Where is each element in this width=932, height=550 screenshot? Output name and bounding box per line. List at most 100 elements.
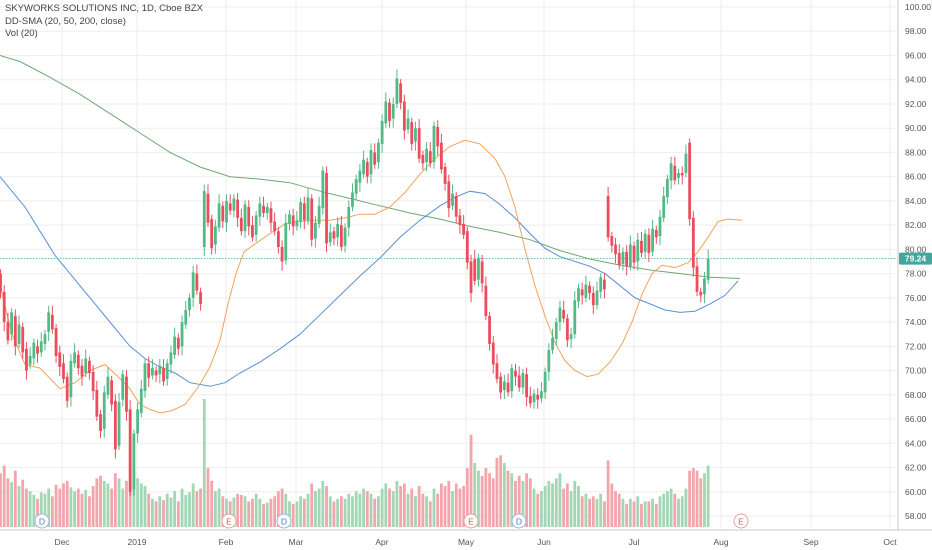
volume-bar — [65, 480, 69, 527]
volume-bar — [147, 493, 151, 527]
candle — [451, 184, 454, 210]
volume-bar — [291, 503, 295, 527]
symbol-title[interactable]: SKYWORKS SOLUTIONS INC, 1D, Cboe BZX — [5, 3, 203, 14]
candle — [554, 317, 558, 346]
candle — [91, 365, 95, 401]
volume-bar — [310, 483, 314, 527]
candle — [380, 114, 384, 154]
chart-legend: SKYWORKS SOLUTIONS INC, 1D, Cboe BZX DD-… — [5, 3, 203, 41]
candle-body — [554, 322, 558, 340]
candle-body — [669, 163, 673, 181]
candle — [254, 211, 258, 242]
price-axis[interactable]: 58.00 60.00 62.00 64.00 66.00 68.00 70.00 72.00… — [905, 2, 931, 521]
volume-bar — [491, 478, 495, 527]
time-axis[interactable]: Dec 2019 Feb Mar Apr May Jun Jul Aug Sep Oct — [54, 537, 897, 547]
candle-body — [477, 257, 480, 280]
candle-body — [617, 253, 621, 266]
volume-bar — [325, 486, 328, 527]
candle — [443, 162, 447, 191]
candle — [295, 211, 299, 231]
candle — [236, 193, 240, 227]
candle-body — [591, 293, 595, 306]
volume-bar — [39, 492, 43, 527]
volume-bar — [502, 463, 506, 527]
candle — [143, 359, 147, 398]
volume-bar — [514, 480, 517, 527]
volume-bar — [343, 498, 347, 527]
candle — [358, 163, 362, 192]
candle-body — [221, 205, 225, 222]
candle-body — [636, 239, 640, 262]
candle-body — [258, 203, 262, 217]
time-tick-label: Dec — [54, 537, 70, 547]
candle — [477, 253, 480, 287]
candle — [636, 233, 640, 271]
volume-bar — [551, 483, 554, 527]
volume-bar — [369, 493, 373, 527]
candle-body — [228, 203, 232, 211]
volume-bar — [273, 496, 277, 527]
volume-bar — [673, 493, 677, 527]
candle — [673, 156, 677, 185]
sma-indicator-label[interactable]: DD-SMA (20, 50, 200, close) — [5, 15, 126, 27]
candle — [377, 138, 380, 169]
volume-bar — [595, 498, 599, 527]
candle-body — [603, 279, 606, 290]
candle — [6, 313, 10, 345]
price-tick-label: 76.00 — [905, 293, 927, 303]
candle — [703, 271, 706, 304]
candle — [577, 283, 580, 309]
candle-body — [439, 142, 443, 170]
candle-body — [276, 231, 280, 247]
price-tick-label: 80.00 — [905, 244, 927, 254]
candle — [299, 197, 303, 229]
candle — [113, 394, 117, 459]
candle — [410, 117, 414, 151]
last-price-badge: 79.24 — [899, 252, 932, 265]
price-tick-label: 96.00 — [905, 50, 927, 60]
volume-bar — [462, 486, 466, 527]
candle — [677, 168, 680, 185]
volume-bar — [643, 501, 647, 527]
candle — [332, 226, 336, 246]
candle — [2, 285, 6, 332]
price-tick-label: 66.00 — [905, 414, 927, 424]
candle — [680, 166, 684, 185]
volume-bar — [658, 496, 662, 527]
volume-bar — [176, 501, 180, 527]
candle — [69, 354, 73, 407]
candle — [569, 327, 573, 349]
candle — [384, 92, 388, 128]
candle-body — [236, 199, 240, 218]
candle-body — [354, 179, 358, 194]
candle — [213, 219, 217, 254]
candle — [102, 385, 106, 438]
candle — [210, 214, 214, 255]
volume-bar — [173, 491, 177, 527]
candle-body — [621, 251, 625, 264]
candle-body — [84, 358, 88, 373]
candle-body — [339, 225, 343, 247]
candle — [432, 121, 436, 169]
candle-body — [384, 101, 388, 124]
volume-bar — [132, 470, 136, 527]
volume-bar — [543, 486, 547, 527]
price-tick-label: 86.00 — [905, 172, 927, 182]
volume-bar — [180, 488, 184, 527]
candle-body — [562, 309, 566, 319]
candle — [488, 311, 491, 351]
candle-body — [139, 388, 143, 413]
volume-bar — [451, 491, 454, 527]
candle-body — [17, 324, 21, 344]
candle-body — [206, 193, 210, 223]
candle-body — [169, 352, 173, 365]
volume-bar — [591, 496, 595, 527]
volume-bar — [284, 493, 288, 527]
candle-body — [599, 277, 603, 292]
price-tick-label: 64.00 — [905, 438, 927, 448]
candle-body — [391, 103, 395, 119]
candle — [595, 281, 599, 310]
candle — [147, 356, 151, 387]
volume-indicator-label[interactable]: Vol (20) — [5, 28, 38, 39]
